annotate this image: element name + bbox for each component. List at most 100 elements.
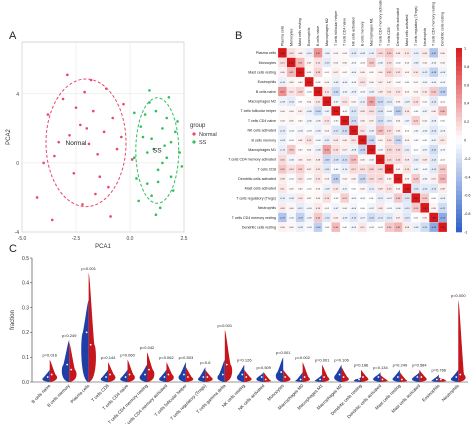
heatmap-cell-value: 0.04: [440, 63, 445, 65]
violin-median-normal: [221, 373, 224, 376]
heatmap-cell-value: -0.13: [289, 101, 295, 103]
heatmap-cell-value: 0.05: [360, 188, 365, 190]
pca-point-ss: [135, 177, 138, 180]
heatmap-cell-value: -0.04: [413, 130, 419, 132]
heatmap-cell-value: -0.01: [440, 101, 446, 103]
heatmap-cell-value: 0.12: [316, 179, 321, 181]
heatmap-colorbar-segment: [456, 222, 462, 228]
pca-point-ss: [171, 189, 175, 192]
heatmap-row-label: Monocytes: [259, 61, 277, 65]
heatmap-cell-value: 0.02: [307, 198, 312, 200]
heatmap-row-label: B cells naive: [256, 90, 276, 94]
heatmap-colorbar-segment: [456, 135, 462, 141]
pca-point-normal: [61, 97, 65, 101]
heatmap-cell-value: 0.21: [414, 121, 419, 123]
heatmap-cell-value: 0.03: [280, 121, 285, 123]
heatmap-cell-value: 0.04: [334, 63, 339, 65]
heatmap-cell-value: 0.13: [289, 53, 294, 55]
heatmap-cell-value: -0.24: [333, 92, 339, 94]
pca-y-tick-label: 0: [16, 161, 19, 167]
heatmap-cell: [438, 222, 448, 233]
violin-normal: [295, 372, 303, 382]
violin-p-value: p=0.002: [295, 355, 310, 360]
violin-normal: [450, 369, 459, 382]
violin-y-tick-label: 0.1: [22, 355, 29, 361]
violin-median-ss: [245, 376, 248, 378]
heatmap-cell-value: 0.04: [396, 188, 401, 190]
heatmap-cell-value: 0.05: [289, 121, 294, 123]
heatmap-cell-value: 0.04: [280, 111, 285, 113]
heatmap-cell-value: 0.47: [280, 92, 285, 94]
heatmap-cell-value: 0.01: [369, 198, 374, 200]
heatmap-cell-value: 0.06: [440, 53, 445, 55]
violin-median-ss: [459, 373, 462, 376]
heatmap-cell-value: -0.10: [342, 169, 348, 171]
pca-point-normal: [87, 142, 91, 146]
heatmap-cell-value: -0.07: [333, 101, 339, 103]
heatmap-cell-value: 0.32: [440, 179, 445, 181]
heatmap-column-label: Dendritic cells resting: [441, 12, 445, 46]
heatmap-cell-value: 0.03: [289, 188, 294, 190]
heatmap-cell-value: 0.09: [405, 159, 410, 161]
heatmap-cell-value: 0.09: [378, 208, 383, 210]
pca-point-ss: [145, 182, 149, 185]
heatmap-cell-value: -0.15: [351, 217, 357, 219]
heatmap-cell-value: -0.07: [431, 140, 437, 142]
heatmap-colorbar-segment: [456, 163, 462, 168]
pca-x-axis-label: PCA1: [95, 244, 111, 250]
pca-legend-label-ss: SS: [199, 140, 207, 146]
pca-point-normal: [91, 109, 95, 113]
heatmap-row-label: T cells CD4 naive: [248, 119, 276, 123]
heatmap-column-label: Neutrophils: [423, 28, 427, 46]
pca-point-normal: [89, 78, 93, 82]
violin-median-ss: [323, 376, 325, 378]
pca-point-normal: [130, 158, 134, 161]
heatmap-cell-value: -0.03: [387, 208, 393, 210]
heatmap-cell-value: 0.01: [414, 150, 419, 152]
violin-median-ss: [342, 376, 345, 378]
heatmap-cell-value: 0.24: [414, 208, 419, 210]
heatmap-cell-value: 0.12: [396, 92, 401, 94]
heatmap-cell-value: 0.41: [369, 101, 374, 103]
pca-group-label-ss: SS: [153, 148, 162, 155]
heatmap-cell-value: -0.07: [404, 121, 410, 123]
pca-point-normal: [111, 116, 115, 120]
pca-x-tick-label: 0.0: [127, 236, 134, 242]
heatmap-column-label: Monocytes: [289, 28, 293, 46]
heatmap-colorbar-segment: [456, 218, 462, 224]
heatmap-cell-value: 0.16: [396, 159, 401, 161]
heatmap-cell-value: -0.14: [378, 217, 384, 219]
heatmap-cell-value: -0.02: [333, 121, 339, 123]
violin-p-value: p=0.126: [237, 358, 252, 363]
heatmap-cell-value: 0.02: [343, 72, 348, 74]
heatmap-cell-value: -0.02: [413, 140, 419, 142]
heatmap-cell-value: 0.21: [387, 72, 392, 74]
heatmap-cell-value: -0.09: [440, 198, 446, 200]
violin-ss: [185, 367, 194, 382]
pca-legend-swatch-normal: [192, 132, 196, 136]
heatmap-cell-value: 0.32: [396, 227, 401, 229]
heatmap-cell-value: -0.23: [378, 101, 384, 103]
violin-normal: [334, 364, 342, 382]
heatmap-colorbar-segment: [456, 158, 462, 164]
heatmap-colorbar-segment: [456, 89, 462, 95]
heatmap-cell-value: 0.16: [378, 169, 383, 171]
pca-point-ss: [161, 127, 164, 130]
heatmap-cell-value: 0.12: [289, 92, 294, 94]
pca-point-ss: [180, 165, 184, 168]
heatmap-cell-value: 1.00: [432, 217, 437, 219]
heatmap-cell-value: -0.13: [280, 130, 286, 132]
heatmap-cell-value: -0.15: [404, 217, 410, 219]
heatmap-cell-value: -0.06: [431, 82, 437, 84]
heatmap-cell-value: 0.04: [423, 63, 428, 65]
heatmap-colorbar-segment: [456, 149, 462, 155]
pca-point-normal: [120, 135, 123, 139]
violin-category-label: Eosinophils: [421, 383, 441, 403]
heatmap-cell-value: -0.17: [333, 130, 339, 132]
heatmap-column-label: T cells CD4 naive: [343, 18, 347, 46]
violin-category-label: Plasma cells: [69, 383, 91, 405]
violin-median-normal: [183, 373, 185, 376]
violin-median-ss: [70, 368, 73, 371]
heatmap-cell-value: 1.00: [325, 101, 330, 103]
heatmap-cell-value: -0.06: [422, 130, 428, 132]
